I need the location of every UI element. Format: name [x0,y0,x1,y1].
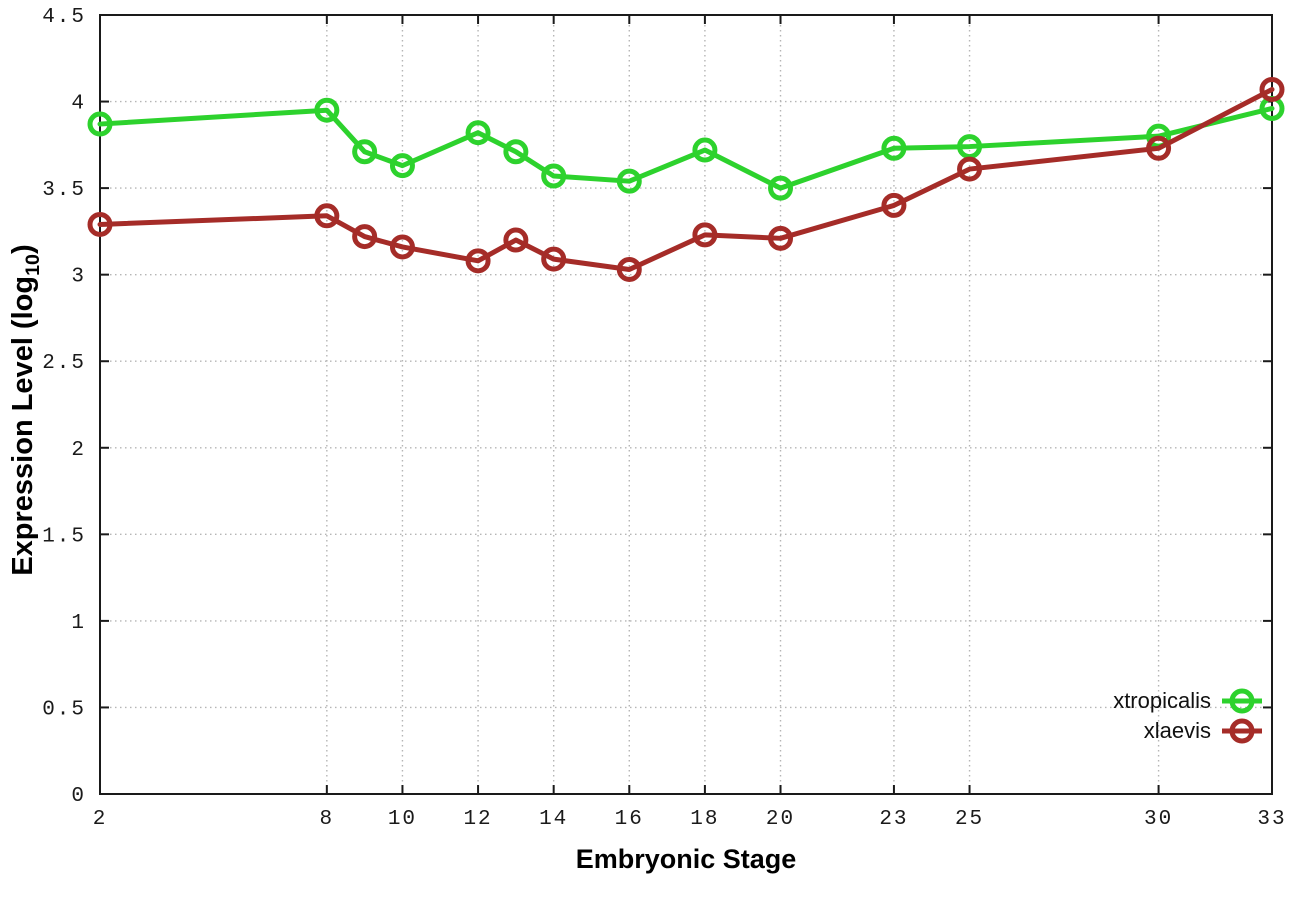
point-xlaevis-16 [616,256,642,282]
y-axis-title-text: Expression Level (log [7,275,40,576]
x-tick-label-33: 33 [1257,808,1286,831]
point-xlaevis-23 [881,192,907,218]
x-tick-label-14: 14 [539,808,568,831]
point-xtropicalis-18 [692,137,718,163]
x-axis-title: Embryonic Stage [575,844,797,874]
x-tick-label-12: 12 [463,808,492,831]
point-xlaevis-25 [957,156,983,182]
y-tick-label-0.5: 0.5 [42,698,86,721]
point-xtropicalis-9 [352,139,378,165]
point-xlaevis-9 [352,224,378,250]
y-tick-label-2: 2 [71,439,86,462]
point-xlaevis-14 [541,246,567,272]
point-xtropicalis-20 [768,175,794,201]
point-xlaevis-20 [768,225,794,251]
point-xlaevis-10 [389,234,415,260]
y-tick-label-1: 1 [71,612,86,635]
series-line-xlaevis [97,86,1275,272]
point-xtropicalis-13 [503,139,529,165]
legend-item-xlaevis: xlaevis [1113,716,1264,746]
point-xtropicalis-2 [87,111,113,137]
legend-marker-xlaevis [1222,718,1262,744]
y-tick-label-3.5: 3.5 [42,179,86,202]
legend-sample-marker-xtropicalis [1229,688,1255,714]
point-xtropicalis-16 [616,168,642,194]
point-xlaevis-33 [1259,76,1285,102]
x-tick-label-20: 20 [766,808,795,831]
point-xlaevis-12 [465,248,491,274]
y-tick-label-2.5: 2.5 [42,352,86,375]
x-tick-label-8: 8 [320,808,335,831]
point-xlaevis-13 [503,227,529,253]
y-tick-label-4: 4 [71,93,86,116]
point-xtropicalis-12 [465,120,491,146]
point-xtropicalis-10 [389,153,415,179]
x-tick-label-16: 16 [615,808,644,831]
x-tick-label-30: 30 [1144,808,1173,831]
x-tick-label-10: 10 [388,808,417,831]
x-tick-label-25: 25 [955,808,984,831]
x-tick-label-2: 2 [93,808,108,831]
x-tick-label-18: 18 [690,808,719,831]
y-axis-title-subscript: 10 [21,253,44,276]
legend-item-xtropicalis: xtropicalis [1113,686,1264,716]
y-tick-label-1.5: 1.5 [42,525,86,548]
plot-border [99,14,1273,795]
point-xlaevis-8 [314,203,340,229]
legend-marker-xtropicalis [1222,688,1262,714]
x-tick-label-23: 23 [879,808,908,831]
series-line-xtropicalis [97,105,1275,191]
y-tick-label-4.5: 4.5 [42,6,86,29]
point-xlaevis-30 [1146,135,1172,161]
point-xlaevis-18 [692,222,718,248]
legend: xtropicalis xlaevis [1113,686,1264,746]
y-tick-label-0: 0 [71,785,86,808]
y-axis-title: Expression Level (log10) [7,244,45,575]
point-xtropicalis-8 [314,97,340,123]
point-xtropicalis-23 [881,135,907,161]
legend-label-xlaevis: xlaevis [1143,718,1211,743]
legend-label-xtropicalis: xtropicalis [1113,688,1211,713]
legend-sample-marker-xlaevis [1229,718,1255,744]
point-xtropicalis-14 [541,163,567,189]
y-axis-title-close: ) [7,244,40,254]
y-tick-label-3: 3 [71,266,86,289]
point-xlaevis-2 [87,211,113,237]
point-xtropicalis-25 [957,134,983,160]
